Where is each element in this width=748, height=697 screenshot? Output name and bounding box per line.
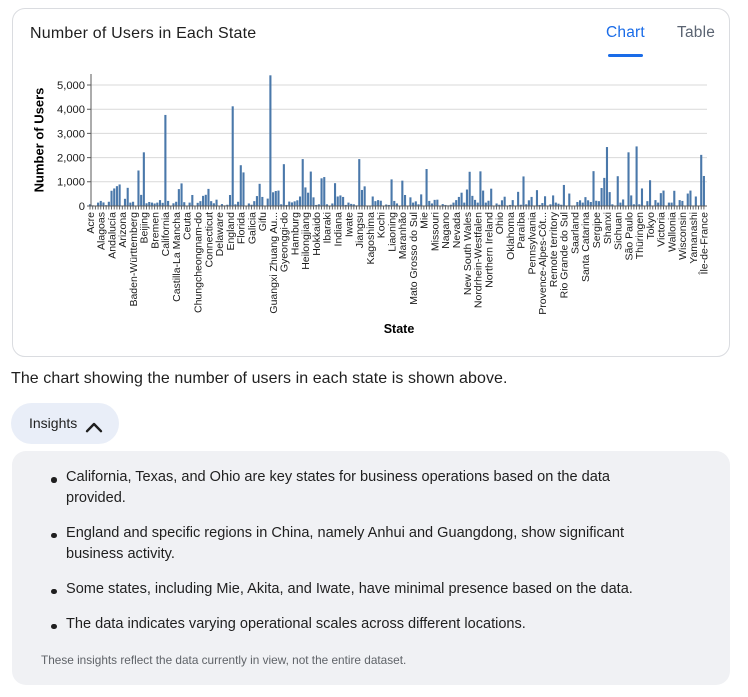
svg-text:Acre: Acre	[85, 212, 97, 234]
svg-text:Victoria: Victoria	[656, 212, 668, 247]
svg-text:Number of Users: Number of Users	[32, 88, 47, 193]
svg-text:Andalucía: Andalucía	[106, 212, 118, 259]
svg-text:Île-de-France: Île-de-France	[698, 212, 711, 276]
svg-text:Nevada: Nevada	[451, 212, 463, 248]
svg-text:Baden-Württemberg: Baden-Württemberg	[128, 212, 140, 307]
svg-text:Shanxi: Shanxi	[602, 212, 614, 244]
svg-text:Chungcheongnam-do: Chungcheongnam-do	[193, 212, 205, 313]
svg-text:Ibaraki: Ibaraki	[322, 212, 334, 244]
svg-text:Indiana: Indiana	[333, 212, 345, 247]
svg-text:4,000: 4,000	[57, 104, 85, 116]
svg-text:Remote territory: Remote territory	[548, 211, 560, 287]
svg-text:Rio Grande do Sul: Rio Grande do Sul	[559, 212, 571, 298]
svg-text:Yamanashi: Yamanashi	[688, 212, 700, 264]
svg-text:Saarland: Saarland	[570, 212, 582, 254]
svg-text:1,000: 1,000	[57, 177, 85, 189]
svg-text:Jiangsu: Jiangsu	[354, 212, 366, 248]
svg-text:Oklahoma: Oklahoma	[505, 212, 517, 260]
svg-text:New South Wales: New South Wales	[462, 212, 474, 295]
svg-text:Nordrhein-Westfalen: Nordrhein-Westfalen	[473, 212, 485, 308]
svg-text:State: State	[384, 322, 415, 336]
svg-text:Sergipe: Sergipe	[591, 212, 603, 248]
svg-text:England: England	[225, 212, 237, 251]
svg-text:Galicia: Galicia	[246, 212, 258, 244]
svg-text:5,000: 5,000	[57, 80, 85, 92]
svg-text:Hamburg: Hamburg	[289, 212, 301, 255]
svg-text:Mie: Mie	[419, 212, 431, 229]
svg-text:Ceuta: Ceuta	[182, 212, 194, 240]
svg-text:Guangxi Zhuang Au...: Guangxi Zhuang Au...	[268, 212, 280, 314]
svg-text:Thüringen: Thüringen	[634, 212, 646, 259]
svg-text:Tokyo: Tokyo	[645, 212, 657, 240]
svg-text:California: California	[160, 212, 172, 257]
svg-text:Gifu: Gifu	[257, 212, 269, 231]
svg-text:Sichuan: Sichuan	[613, 212, 625, 250]
svg-text:Florida: Florida	[236, 212, 248, 244]
svg-text:Ohio: Ohio	[494, 212, 506, 234]
svg-text:Nagano: Nagano	[440, 212, 452, 249]
svg-text:0: 0	[79, 201, 85, 213]
svg-text:Provence-Alpes-Côt...: Provence-Alpes-Côt...	[537, 212, 549, 315]
svg-text:Connecticut: Connecticut	[203, 212, 215, 268]
svg-text:São Paulo: São Paulo	[623, 212, 635, 261]
svg-text:Maranhão: Maranhão	[397, 212, 409, 259]
svg-text:Castilla-La Mancha: Castilla-La Mancha	[171, 212, 183, 302]
svg-text:3,000: 3,000	[57, 128, 85, 140]
svg-text:Beijing: Beijing	[139, 212, 151, 244]
svg-text:Kochi: Kochi	[376, 212, 388, 238]
svg-text:Iwate: Iwate	[343, 212, 355, 237]
svg-text:Gyeonggi-do: Gyeonggi-do	[279, 212, 291, 272]
svg-text:Kagoshima: Kagoshima	[365, 212, 377, 265]
svg-text:Wisconsin: Wisconsin	[677, 212, 689, 260]
svg-text:Missouri: Missouri	[430, 212, 442, 251]
svg-text:Northern Ireland: Northern Ireland	[483, 212, 495, 288]
svg-text:Bremen: Bremen	[149, 212, 161, 249]
svg-text:Hokkaido: Hokkaido	[311, 212, 323, 256]
svg-text:Wallonia: Wallonia	[666, 212, 678, 252]
svg-text:Pennsylvania: Pennsylvania	[526, 212, 538, 275]
svg-text:Santa Catarina: Santa Catarina	[580, 212, 592, 282]
svg-text:Mato Grosso do Sul: Mato Grosso do Sul	[408, 212, 420, 305]
svg-text:Liaoning: Liaoning	[386, 212, 398, 252]
svg-text:Delaware: Delaware	[214, 212, 226, 257]
svg-text:2,000: 2,000	[57, 153, 85, 165]
svg-text:Arizona: Arizona	[117, 212, 129, 248]
svg-text:Heilongjiang: Heilongjiang	[300, 212, 312, 270]
svg-text:Alagoas: Alagoas	[96, 212, 108, 250]
svg-text:Paraíba: Paraíba	[516, 212, 528, 249]
